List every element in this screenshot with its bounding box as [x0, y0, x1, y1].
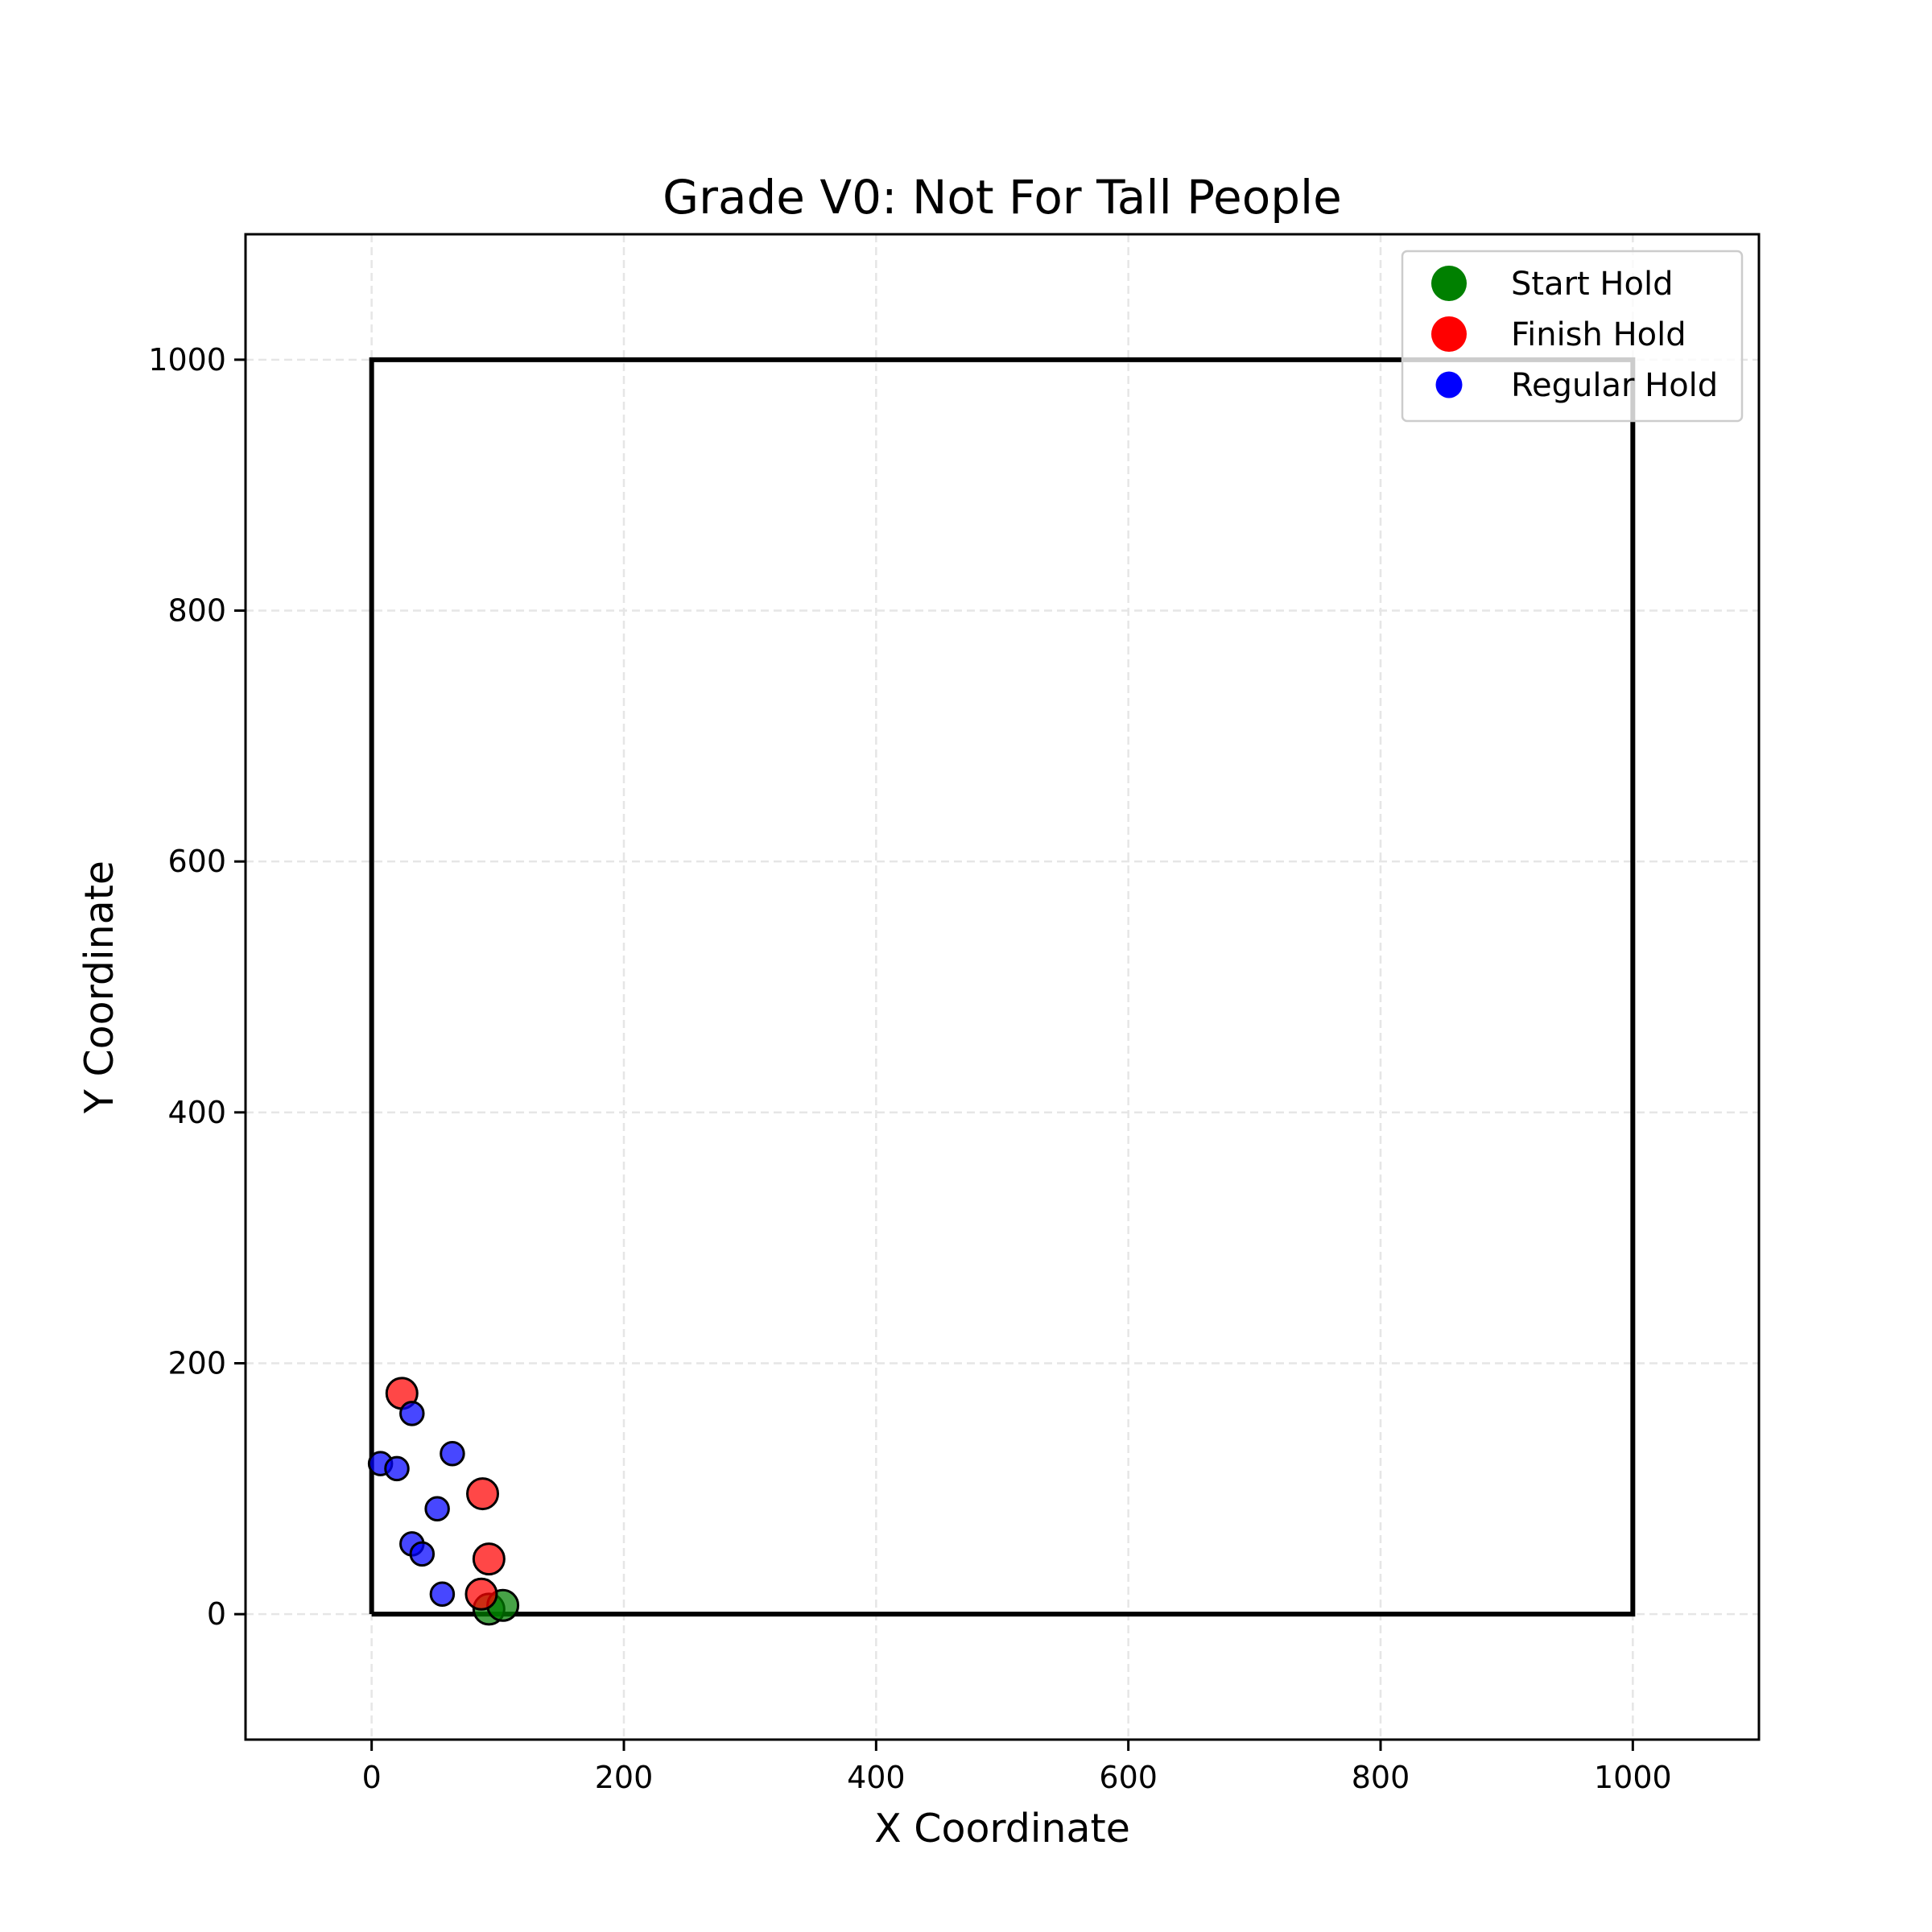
y-tick-label: 400 — [167, 1095, 226, 1130]
data-point — [424, 1496, 450, 1522]
legend-marker — [1431, 266, 1467, 301]
legend: Start Hold Finish Hold Regular Hold — [1401, 250, 1744, 423]
legend-marker — [1435, 371, 1463, 398]
data-point — [384, 1455, 410, 1482]
y-tick-label: 600 — [167, 844, 226, 879]
grid-lines — [246, 234, 1759, 1740]
x-tick-label: 1000 — [1594, 1760, 1672, 1795]
y-axis-label: Y Coordinate — [76, 861, 122, 1114]
data-point — [429, 1581, 456, 1607]
y-tick-label: 200 — [167, 1346, 226, 1381]
data-point — [440, 1440, 465, 1467]
legend-label: Finish Hold — [1511, 316, 1686, 353]
legend-label: Start Hold — [1511, 266, 1673, 303]
wall-outline — [369, 357, 1636, 1617]
data-point — [466, 1477, 500, 1511]
data-point — [399, 1401, 425, 1426]
x-tick-label: 800 — [1352, 1760, 1410, 1795]
data-point — [464, 1577, 498, 1611]
y-tick-label: 0 — [207, 1596, 226, 1632]
axes-frame — [244, 233, 1761, 1741]
data-point — [409, 1541, 436, 1567]
x-tick-label: 200 — [595, 1760, 654, 1795]
x-tick-label: 400 — [847, 1760, 906, 1795]
hold-points — [367, 1377, 520, 1626]
chart-title: Grade V0: Not For Tall People — [663, 170, 1342, 225]
legend-marker — [1431, 316, 1467, 352]
x-tick-label: 600 — [1099, 1760, 1158, 1795]
y-tick-label: 800 — [167, 593, 226, 629]
x-axis-label: X Coordinate — [874, 1806, 1130, 1852]
x-tick-label: 0 — [362, 1760, 382, 1795]
y-tick-label: 1000 — [148, 342, 226, 378]
wall-boundary — [369, 357, 1636, 1617]
axis-ticks: 0 200 400 600 800 1000 0 200 400 600 800 1000 — [148, 342, 1671, 1795]
data-point — [472, 1542, 506, 1576]
legend-box — [1401, 250, 1744, 423]
legend-label: Regular Hold — [1511, 367, 1718, 404]
